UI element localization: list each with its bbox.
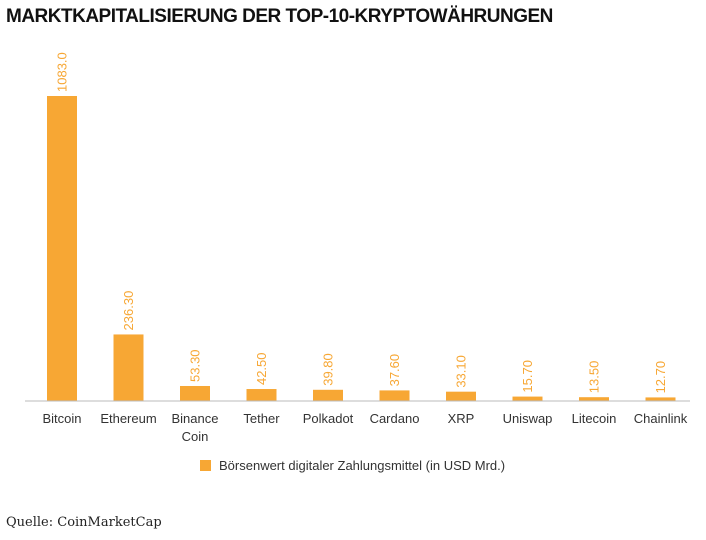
- bar-cardano: [379, 390, 410, 401]
- x-tick-label: Coin: [182, 429, 209, 444]
- bar-polkadot: [313, 389, 343, 401]
- bar-ethereum: [113, 334, 144, 401]
- bar-xrp: [446, 391, 476, 401]
- bar-litecoin: [579, 397, 609, 401]
- data-labels-layer: 1083.0 236.30 53.30 42.50 39.80 37.60 33.10 15.…: [55, 52, 669, 393]
- x-tick-labels-layer: Bitcoin Ethereum Binance Coin Tether Polkadot…: [42, 411, 687, 444]
- data-label: 53.30: [188, 349, 203, 382]
- data-label: 15.70: [520, 360, 535, 393]
- source-note: Quelle: CoinMarketCap: [6, 515, 162, 530]
- x-tick-label: Ethereum: [100, 411, 156, 426]
- x-tick-label: Binance: [172, 411, 219, 426]
- legend-swatch: [200, 460, 211, 471]
- data-label: 33.10: [454, 355, 469, 388]
- legend-label: Börsenwert digitaler Zahlungsmittel (in …: [219, 458, 506, 473]
- data-label: 42.50: [254, 352, 269, 385]
- x-tick-label: Uniswap: [503, 411, 553, 426]
- x-tick-label: Litecoin: [572, 411, 617, 426]
- x-tick-label: Bitcoin: [42, 411, 81, 426]
- bar-chainlink: [645, 397, 676, 401]
- chart-title: MARKTKAPITALISIERUNG DER TOP-10-KRYPTOWÄ…: [6, 6, 553, 27]
- data-label: 13.50: [587, 361, 602, 394]
- x-tick-label: Chainlink: [634, 411, 688, 426]
- data-label: 236.30: [121, 291, 136, 331]
- x-tick-label: Cardano: [370, 411, 420, 426]
- data-label: 12.70: [653, 361, 668, 394]
- x-tick-label: XRP: [448, 411, 475, 426]
- bar-binance-coin: [180, 385, 210, 401]
- data-label: 37.60: [387, 354, 402, 387]
- bar-bitcoin: [47, 96, 77, 401]
- bar-chart: 1083.0 236.30 53.30 42.50 39.80 37.60 33.10 15.…: [25, 52, 690, 444]
- data-label: 39.80: [321, 353, 336, 386]
- legend: Börsenwert digitaler Zahlungsmittel (in …: [200, 458, 505, 473]
- data-label: 1083.0: [55, 52, 70, 92]
- bars-layer: [47, 96, 676, 401]
- bar-uniswap: [512, 396, 543, 401]
- x-tick-label: Tether: [243, 411, 280, 426]
- bar-tether: [246, 389, 277, 401]
- x-tick-label: Polkadot: [303, 411, 354, 426]
